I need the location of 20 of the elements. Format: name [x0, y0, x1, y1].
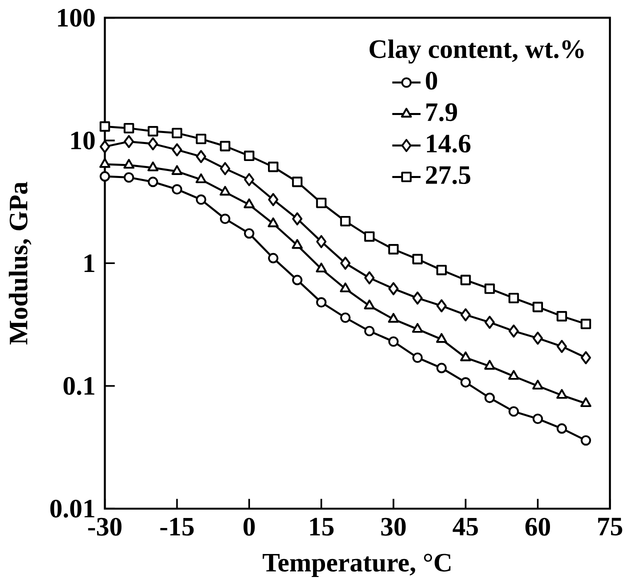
x-axis-title: Temperature, °C — [262, 554, 450, 578]
legend-label: 27.5 — [426, 166, 470, 184]
y-tick-label: 1 — [84, 254, 94, 272]
legend-label: 14.6 — [426, 134, 470, 153]
y-axis-title: Modulus, GPa — [8, 182, 32, 345]
x-tick-label: 0 — [244, 518, 255, 536]
x-tick-label: -30 — [88, 518, 122, 536]
x-tick-label: 30 — [381, 518, 406, 536]
x-tick-label: -15 — [160, 518, 194, 536]
x-tick-label: 60 — [525, 518, 550, 536]
y-tick-label: 100 — [58, 8, 95, 27]
legend-label: 7.9 — [426, 103, 458, 122]
y-tick-label: 0.1 — [64, 377, 94, 396]
x-tick-label: 15 — [310, 518, 334, 536]
legend-title: Clay content, wt.% — [370, 40, 584, 64]
legend-label: 0 — [426, 72, 438, 90]
x-tick-label: 45 — [452, 518, 478, 536]
x-tick-label: 75 — [598, 518, 622, 536]
y-tick-label: 10 — [71, 132, 95, 150]
y-tick-label: 0.01 — [50, 500, 94, 518]
